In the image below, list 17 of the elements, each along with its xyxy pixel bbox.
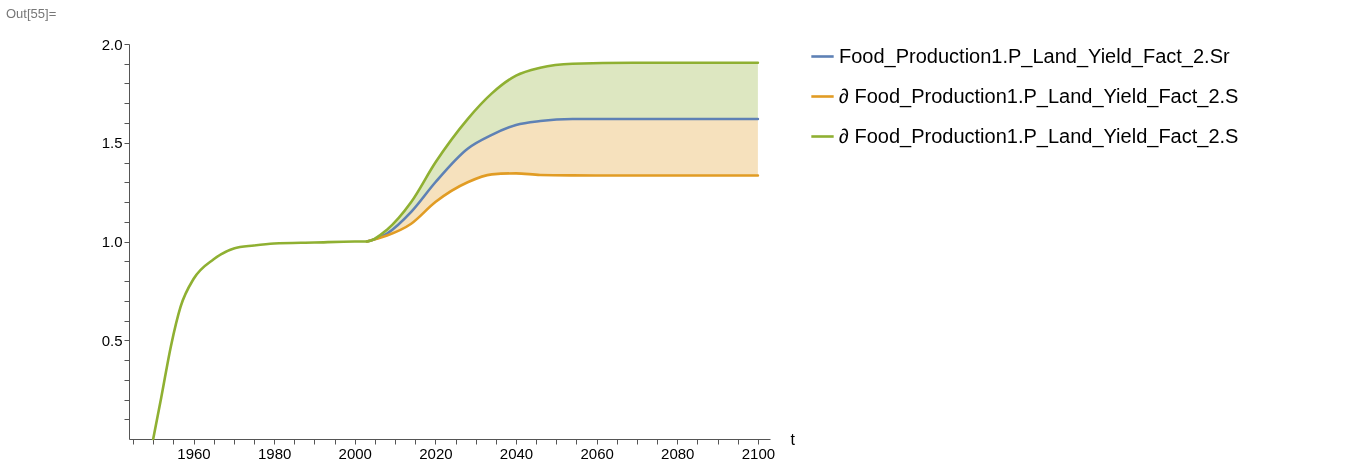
x-tick-label: 1960 — [177, 444, 211, 462]
y-tick-label: 0.5 — [101, 331, 123, 349]
legend-label: ∂ Food_Production1.P_Land_Yield_Fact_2.S — [839, 124, 1239, 148]
x-tick-label: 2000 — [338, 444, 372, 462]
x-tick-label: 2080 — [661, 444, 695, 462]
y-tick-label: 1.0 — [101, 233, 123, 250]
y-tick-label: 2.0 — [101, 35, 123, 53]
legend-label: Food_Production1.P_Land_Yield_Fact_2.Sr — [839, 44, 1230, 68]
text: Out[55]= — [6, 6, 57, 21]
x-tick-label: 2020 — [419, 444, 453, 462]
x-tick-label: 2040 — [499, 444, 534, 462]
x-tick-label: 1980 — [257, 444, 292, 462]
x-tick-label: 2100 — [741, 444, 776, 462]
x-tick-label: 2060 — [580, 444, 614, 462]
y-tick-label: 1.5 — [101, 134, 123, 152]
x-axis-title: t — [790, 430, 796, 448]
legend-label: ∂ Food_Production1.P_Land_Yield_Fact_2.S — [839, 84, 1239, 108]
